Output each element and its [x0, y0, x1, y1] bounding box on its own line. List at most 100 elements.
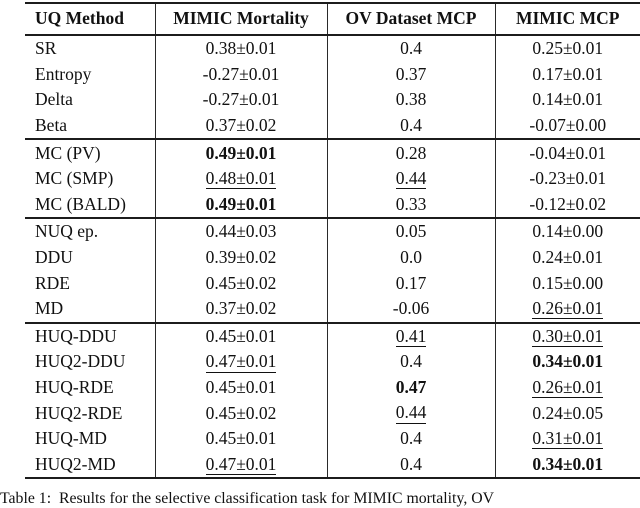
value-text: 0.48±0.01 [205, 168, 277, 190]
value-cell: 0.37±0.02 [154, 112, 327, 140]
value-text: 0.34±0.01 [532, 453, 604, 474]
table-row: HUQ2-MD 0.47±0.01 0.4 0.34±0.01 [25, 451, 640, 480]
value-cell: 0.45±0.01 [154, 374, 327, 401]
col-header-mimic-mcp: MIMIC MCP [494, 2, 640, 36]
value-cell: 0.34±0.01 [494, 451, 640, 480]
method-cell: Entropy [35, 63, 92, 84]
value-cell: 0.4 [326, 349, 495, 375]
value-cell: 0.26±0.01 [494, 295, 640, 323]
value-cell: -0.23±0.01 [494, 165, 640, 192]
table-row: HUQ2-RDE 0.45±0.02 0.44 0.24±0.05 [25, 400, 640, 426]
value-text: 0.25±0.01 [532, 38, 604, 59]
value-cell: 0.30±0.01 [494, 321, 640, 350]
value-text: -0.23±0.01 [529, 168, 607, 189]
value-text: 0.45±0.02 [205, 272, 277, 293]
value-cell: 0.14±0.01 [494, 87, 640, 113]
value-cell: 0.44 [326, 165, 495, 192]
table-row: MC (PV) 0.49±0.01 0.28 -0.04±0.01 [25, 138, 640, 166]
value-text: 0.37±0.02 [205, 115, 277, 136]
value-text: 0.26±0.01 [532, 376, 604, 399]
value-text: 0.17 [395, 272, 427, 293]
value-text: 0.17±0.01 [532, 63, 604, 84]
value-text: 0.47±0.01 [205, 351, 277, 373]
value-text: 0.05 [395, 221, 427, 242]
value-text: 0.4 [400, 453, 422, 474]
method-cell: HUQ-RDE [35, 377, 114, 398]
value-text: 0.14±0.00 [532, 221, 604, 242]
value-cell: 0.4 [326, 35, 495, 62]
value-cell: 0.37 [326, 61, 495, 88]
value-cell: 0.4 [326, 112, 495, 140]
value-cell: 0.45±0.01 [154, 321, 327, 350]
table-body: SR 0.38±0.01 0.4 0.25±0.01 Entropy -0.27±0.01… [25, 35, 640, 480]
value-cell: 0.4 [326, 451, 495, 480]
value-text: 0.26±0.01 [532, 298, 604, 320]
table-row: NUQ ep. 0.44±0.03 0.05 0.14±0.00 [25, 217, 640, 245]
table-row: RDE 0.45±0.02 0.17 0.15±0.00 [25, 270, 640, 296]
value-text: 0.47±0.01 [205, 453, 277, 475]
value-cell: 0.28 [326, 138, 495, 166]
value-cell: 0.17±0.01 [494, 61, 640, 88]
value-text: 0.47 [395, 377, 427, 398]
value-text: 0.4 [400, 351, 422, 372]
value-text: 0.39±0.02 [205, 247, 277, 268]
value-cell: 0.25±0.01 [494, 35, 640, 62]
method-cell: NUQ ep. [25, 217, 155, 245]
value-text: -0.12±0.02 [529, 193, 607, 214]
value-cell: 0.26±0.01 [494, 374, 640, 401]
value-text: 0.44 [395, 402, 427, 424]
value-cell: -0.07±0.00 [494, 112, 640, 140]
method-cell: HUQ2-RDE [35, 402, 123, 423]
value-cell: 0.24±0.05 [494, 400, 640, 426]
value-cell: -0.04±0.01 [494, 138, 640, 166]
value-text: 0.14±0.01 [532, 89, 604, 110]
table-row: HUQ-RDE 0.45±0.01 0.47 0.26±0.01 [25, 374, 640, 401]
table-row: Delta -0.27±0.01 0.38 0.14±0.01 [25, 87, 640, 113]
value-cell: 0.31±0.01 [494, 425, 640, 452]
value-text: 0.38 [395, 89, 427, 110]
value-text: 0.33 [395, 193, 427, 214]
table-row: MD 0.37±0.02 -0.06 0.26±0.01 [25, 295, 640, 323]
value-text: 0.4 [400, 115, 422, 136]
value-text: -0.27±0.01 [202, 89, 280, 110]
table-caption: Table 1: Results for the selective class… [0, 490, 495, 507]
value-text: 0.37±0.02 [205, 298, 277, 319]
value-cell: 0.17 [326, 270, 495, 296]
table-row: Entropy -0.27±0.01 0.37 0.17±0.01 [25, 61, 640, 88]
method-cell: DDU [35, 247, 73, 268]
value-cell: 0.45±0.01 [154, 425, 327, 452]
header-row: UQ Method MIMIC Mortality OV Dataset MCP… [25, 2, 640, 36]
table-row: HUQ-MD 0.45±0.01 0.4 0.31±0.01 [25, 425, 640, 452]
value-cell: 0.34±0.01 [494, 349, 640, 375]
table-row: DDU 0.39±0.02 0.0 0.24±0.01 [25, 244, 640, 271]
value-text: 0.49±0.01 [205, 193, 277, 214]
value-text: 0.15±0.00 [532, 272, 604, 293]
value-cell: 0.38±0.01 [154, 35, 327, 62]
value-text: 0.41 [395, 325, 427, 348]
value-text: 0.37 [395, 63, 427, 84]
method-cell: Delta [35, 89, 73, 110]
value-cell: 0.44 [326, 400, 495, 426]
method-cell: RDE [35, 272, 70, 293]
value-cell: 0.41 [326, 321, 495, 350]
method-cell: HUQ2-MD [25, 451, 155, 480]
value-text: 0.44±0.03 [205, 221, 277, 242]
value-text: 0.44 [395, 168, 427, 190]
value-text: 0.24±0.01 [532, 247, 604, 268]
value-cell: 0.47 [326, 374, 495, 401]
value-text: -0.07±0.00 [529, 115, 607, 136]
value-text: -0.27±0.01 [202, 63, 280, 84]
value-cell: -0.27±0.01 [154, 87, 327, 113]
col-header-mimic-mortality: MIMIC Mortality [154, 2, 327, 36]
value-cell: 0.0 [326, 244, 495, 271]
table-row: Beta 0.37±0.02 0.4 -0.07±0.00 [25, 112, 640, 140]
table-row: MC (SMP) 0.48±0.01 0.44 -0.23±0.01 [25, 165, 640, 192]
value-text: 0.28 [395, 142, 427, 163]
method-cell: HUQ-DDU [25, 321, 155, 350]
results-table: UQ Method MIMIC Mortality OV Dataset MCP… [25, 2, 640, 480]
value-cell: 0.45±0.02 [154, 270, 327, 296]
method-cell: MC (SMP) [35, 168, 114, 189]
value-cell: 0.39±0.02 [154, 244, 327, 271]
col-header-ov-dataset-mcp: OV Dataset MCP [326, 2, 495, 36]
value-cell: 0.45±0.02 [154, 400, 327, 426]
